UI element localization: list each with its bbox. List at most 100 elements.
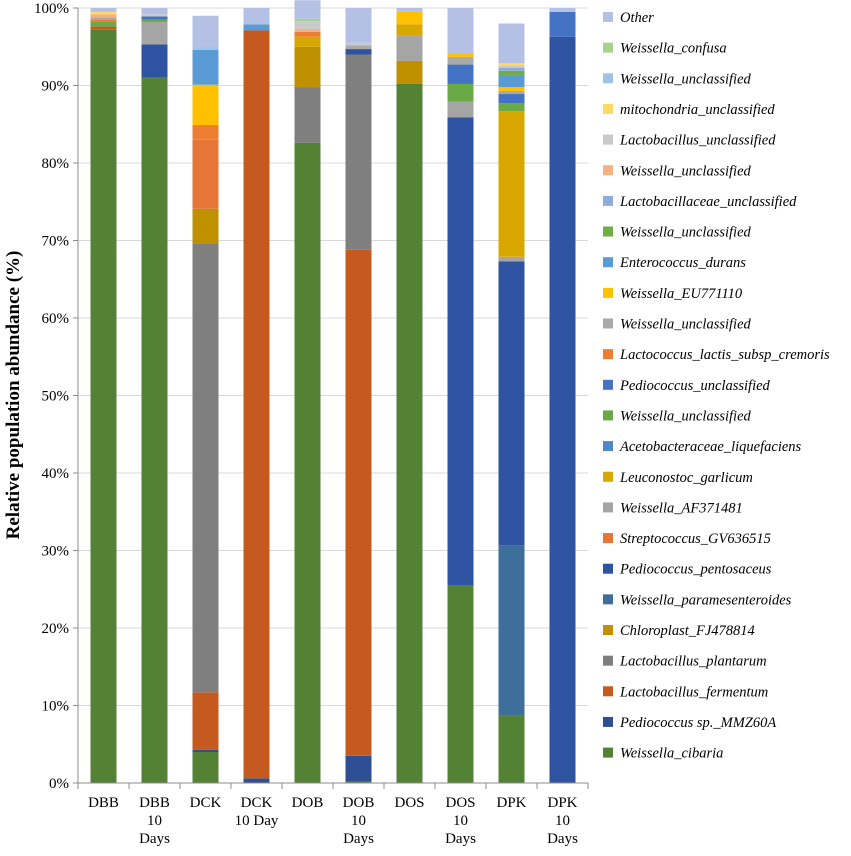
legend-label: Weissella_confusa: [620, 41, 727, 57]
bar-stack: [90, 8, 117, 783]
bar-segment: [396, 60, 423, 84]
legend-label: Chloroplast_FJ478814: [620, 623, 755, 639]
legend-item: Other: [603, 10, 654, 26]
bar-segment: [192, 749, 219, 752]
legend-swatch: [603, 195, 613, 206]
bar-segment: [447, 8, 474, 53]
bar-segment: [345, 781, 372, 783]
legend-label: Enterococcus_durans: [619, 255, 746, 271]
legend-label: Weissella_unclassified: [620, 71, 752, 87]
x-category-label-line: 10: [147, 813, 162, 829]
bar-segment: [90, 14, 117, 18]
x-category-label-line: DOB: [343, 795, 375, 811]
legend-label: Lactobacillaceae_unclassified: [619, 194, 797, 210]
bar-segment: [294, 142, 321, 784]
x-category-label-line: DOS: [445, 795, 475, 811]
bar-stack: [498, 23, 525, 783]
y-tick-label: 0%: [49, 776, 69, 792]
bar-segment: [90, 8, 117, 12]
y-tick-label: 60%: [42, 311, 70, 327]
bar-segment: [345, 54, 372, 250]
bar-segment: [345, 249, 372, 756]
bar-segment: [90, 29, 117, 783]
legend-swatch: [603, 471, 613, 482]
bar-segment: [549, 11, 576, 37]
bar-segment: [396, 24, 423, 36]
bar-segment: [549, 36, 576, 784]
bar-segment: [498, 261, 525, 546]
bar-segment: [447, 83, 474, 102]
legend-item: Weissella_cibaria: [603, 746, 723, 762]
legend-item: Lactobacillaceae_unclassified: [603, 194, 797, 210]
legend-label: Lactococcus_lactis_subsp_cremoris: [619, 347, 830, 363]
legend-swatch: [603, 165, 613, 176]
bar-segment: [498, 87, 525, 91]
x-category-label-line: 10: [351, 813, 366, 829]
legend-swatch: [603, 502, 613, 513]
legend-swatch: [603, 287, 613, 298]
x-category-label-line: DCK: [190, 795, 222, 811]
x-category-label-line: DOB: [292, 795, 324, 811]
legend-item: Pediococcus sp._MMZ60A: [603, 715, 776, 731]
legend-item: Weissella_unclassified: [603, 408, 752, 424]
legend-swatch: [603, 349, 613, 360]
bar-segment: [243, 778, 270, 783]
bar-stack: [243, 8, 270, 783]
legend-label: Weissella_unclassified: [620, 317, 752, 333]
y-tick-label: 100%: [34, 1, 69, 17]
legend-label: Weissella_unclassified: [620, 163, 752, 179]
legend-label: mitochondria_unclassified: [620, 102, 775, 118]
legend-swatch: [603, 379, 613, 390]
bar-segment: [90, 21, 117, 27]
legend-swatch: [603, 533, 613, 544]
legend-item: Chloroplast_FJ478814: [603, 623, 755, 639]
bar-segment: [345, 42, 372, 46]
y-tick-labels: 0% 10% 20% 30% 40% 50% 60% 70% 80% 90% 100%: [34, 1, 78, 792]
legend-item: mitochondria_unclassified: [603, 102, 775, 118]
bar-segment: [141, 8, 168, 15]
y-tick-label: 30%: [42, 544, 70, 560]
bar-segment: [498, 75, 525, 88]
bar-segment: [90, 11, 117, 15]
y-tick-label: 20%: [42, 621, 70, 637]
legend-swatch: [603, 410, 613, 421]
legend-swatch: [603, 103, 613, 114]
legend-label: Pediococcus_unclassified: [619, 378, 771, 394]
legend-swatch: [603, 226, 613, 237]
legend-label: Pediococcus sp._MMZ60A: [619, 715, 776, 731]
x-category-label: DCK: [190, 795, 222, 811]
bar-segment: [498, 111, 525, 257]
bar-segment: [498, 90, 525, 95]
bar-segment: [396, 8, 423, 12]
x-category-label: DPK 10 Days: [547, 795, 578, 847]
bar-segment: [192, 125, 219, 140]
x-category-label: DOS 10 Days: [445, 795, 476, 847]
legend: Other Weissella_confusa Weissella_unclassi…: [603, 10, 830, 762]
x-category-label: DOB: [292, 795, 324, 811]
bar-segment: [243, 30, 270, 779]
bar-stack: [192, 15, 219, 783]
legend-swatch: [603, 686, 613, 697]
x-category-label-line: DCK: [241, 795, 273, 811]
y-tick-label: 50%: [42, 389, 70, 405]
bar-stack: [447, 8, 474, 783]
y-tick-label: 10%: [42, 699, 70, 715]
bar-segment: [447, 64, 474, 84]
x-category-label-line: DPK: [496, 795, 526, 811]
bar-segment: [498, 65, 525, 68]
x-category-label-line: DBB: [139, 795, 170, 811]
bar-segment: [192, 752, 219, 783]
bar-stack: [549, 8, 576, 784]
bar-segment: [294, 36, 321, 47]
bar-segment: [192, 139, 219, 209]
legend-item: Lactobacillus_fermentum: [603, 684, 768, 700]
x-category-label-line: 10: [555, 813, 570, 829]
legend-label: Acetobacteraceae_liquefaciens: [619, 439, 802, 455]
bar-segment: [345, 49, 372, 55]
legend-item: Acetobacteraceae_liquefaciens: [603, 439, 802, 455]
bar-segment: [345, 755, 372, 782]
x-category-label-line: 10: [453, 813, 468, 829]
bar-segment: [141, 21, 168, 45]
